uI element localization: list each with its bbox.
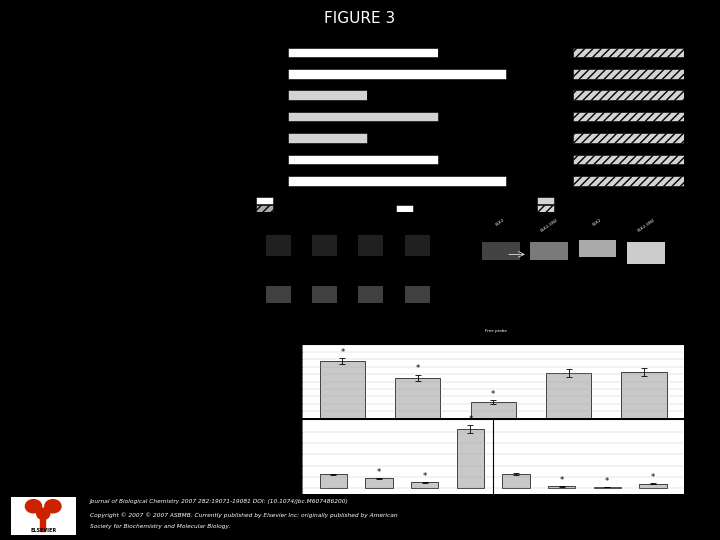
Text: *: * <box>651 474 655 482</box>
Text: Bingo-Elk: Bingo-Elk <box>257 114 280 119</box>
Bar <box>536 197 554 204</box>
Bar <box>256 205 274 212</box>
Bar <box>365 478 393 489</box>
Bar <box>579 240 616 258</box>
Text: Nuclear localization sequence: Nuclear localization sequence <box>279 206 338 211</box>
Bar <box>288 69 505 79</box>
Bar <box>482 242 520 260</box>
Bar <box>531 242 568 260</box>
Text: ELK2: ELK2 <box>593 218 603 227</box>
Bar <box>573 91 684 100</box>
Bar <box>288 48 438 57</box>
Bar <box>266 286 291 303</box>
Bar <box>573 69 684 79</box>
Ellipse shape <box>37 508 50 519</box>
Bar <box>438 48 510 57</box>
Text: C-terminal: C-terminal <box>560 198 580 202</box>
Bar <box>395 378 441 419</box>
Bar <box>312 235 337 256</box>
Bar <box>471 402 516 418</box>
Bar <box>256 197 274 204</box>
Text: ELK2-GN2: ELK2-GN2 <box>636 218 656 233</box>
Text: ELK2-GN2: ELK2-GN2 <box>539 218 559 233</box>
Bar <box>456 429 484 489</box>
Y-axis label: Relative transcriptional activity (fold): Relative transcriptional activity (fold) <box>284 406 289 508</box>
Bar <box>573 112 684 122</box>
Y-axis label: Relative Luciferase activity (fold): Relative Luciferase activity (fold) <box>282 336 287 427</box>
Bar <box>397 205 413 212</box>
Bar <box>503 474 530 489</box>
Text: ELK2: ELK2 <box>495 218 506 227</box>
Bar <box>288 176 505 186</box>
Text: B: B <box>234 214 243 225</box>
Bar <box>288 112 438 122</box>
Text: Bkc wt: Bkc wt <box>264 50 280 55</box>
Text: C: C <box>234 346 242 356</box>
Bar <box>621 372 667 418</box>
Text: β-ACTIN: β-ACTIN <box>235 292 255 297</box>
Text: Society for Biochemistry and Molecular Biology.: Society for Biochemistry and Molecular B… <box>90 524 230 529</box>
Text: *: * <box>377 468 381 477</box>
Text: VTTIS Elk-TIN: VTTIS Elk-TIN <box>248 136 280 140</box>
Text: N-terminal: N-terminal <box>279 198 300 202</box>
Bar <box>573 176 684 186</box>
Text: wt62 c30 Elk: wt62 c30 Elk <box>248 157 280 162</box>
Text: *: * <box>415 364 420 373</box>
Bar <box>367 91 438 100</box>
Bar <box>573 48 684 57</box>
Text: Dimerization: Dimerization <box>420 206 445 211</box>
Bar <box>266 235 291 256</box>
Bar <box>593 487 621 489</box>
Text: *: * <box>423 472 427 481</box>
Bar <box>312 286 337 303</box>
Text: Copyright © 2007 © 2007 ASBMB. Currently published by Elsevier Inc; originally p: Copyright © 2007 © 2007 ASBMB. Currently… <box>90 512 397 517</box>
Bar <box>639 484 667 489</box>
Bar <box>288 154 438 164</box>
Bar <box>320 474 347 489</box>
Text: Bkc2 wt: Bkc2 wt <box>261 71 280 77</box>
Text: ELK2-GN2: ELK2-GN2 <box>410 221 429 236</box>
Bar <box>536 205 554 212</box>
Text: Bkc CTR: Bkc CTR <box>260 178 280 183</box>
Bar <box>627 242 665 264</box>
Bar <box>397 197 413 204</box>
Bar <box>573 133 684 143</box>
Bar <box>40 517 45 531</box>
Text: VTTIS Elk+: VTTIS Elk+ <box>253 93 280 98</box>
Ellipse shape <box>25 500 42 513</box>
Text: VPTIS: VPTIS <box>560 206 571 211</box>
Text: ELK2: ELK2 <box>243 243 255 248</box>
Bar <box>288 133 367 143</box>
Text: ELK2: ELK2 <box>275 221 286 230</box>
Text: *: * <box>491 390 495 399</box>
Bar <box>320 361 365 418</box>
Bar <box>288 91 367 100</box>
Bar <box>358 235 384 256</box>
Text: Homodimers: Homodimers <box>420 198 445 202</box>
Bar <box>358 286 384 303</box>
Text: *: * <box>468 415 472 424</box>
Bar <box>573 154 684 164</box>
Text: ELSEVIER: ELSEVIER <box>30 529 56 534</box>
Bar <box>546 373 591 418</box>
Text: D: D <box>234 422 243 431</box>
Text: Journal of Biological Chemistry 2007 282:19071-19081 DOI: (10.1074/jbc.M60748620: Journal of Biological Chemistry 2007 282… <box>90 500 348 504</box>
Text: *: * <box>606 477 609 486</box>
Bar <box>548 487 575 489</box>
Text: FIGURE 3: FIGURE 3 <box>325 11 395 26</box>
Bar <box>405 235 430 256</box>
Text: A: A <box>234 34 243 44</box>
Text: ELK2: ELK2 <box>368 221 378 230</box>
Ellipse shape <box>45 500 61 513</box>
Text: *: * <box>341 348 344 357</box>
Text: Free probe: Free probe <box>485 329 506 333</box>
Text: ELK2-GN2: ELK2-GN2 <box>317 221 336 236</box>
Bar <box>411 482 438 489</box>
Bar <box>405 286 430 303</box>
Text: *: * <box>559 476 564 485</box>
